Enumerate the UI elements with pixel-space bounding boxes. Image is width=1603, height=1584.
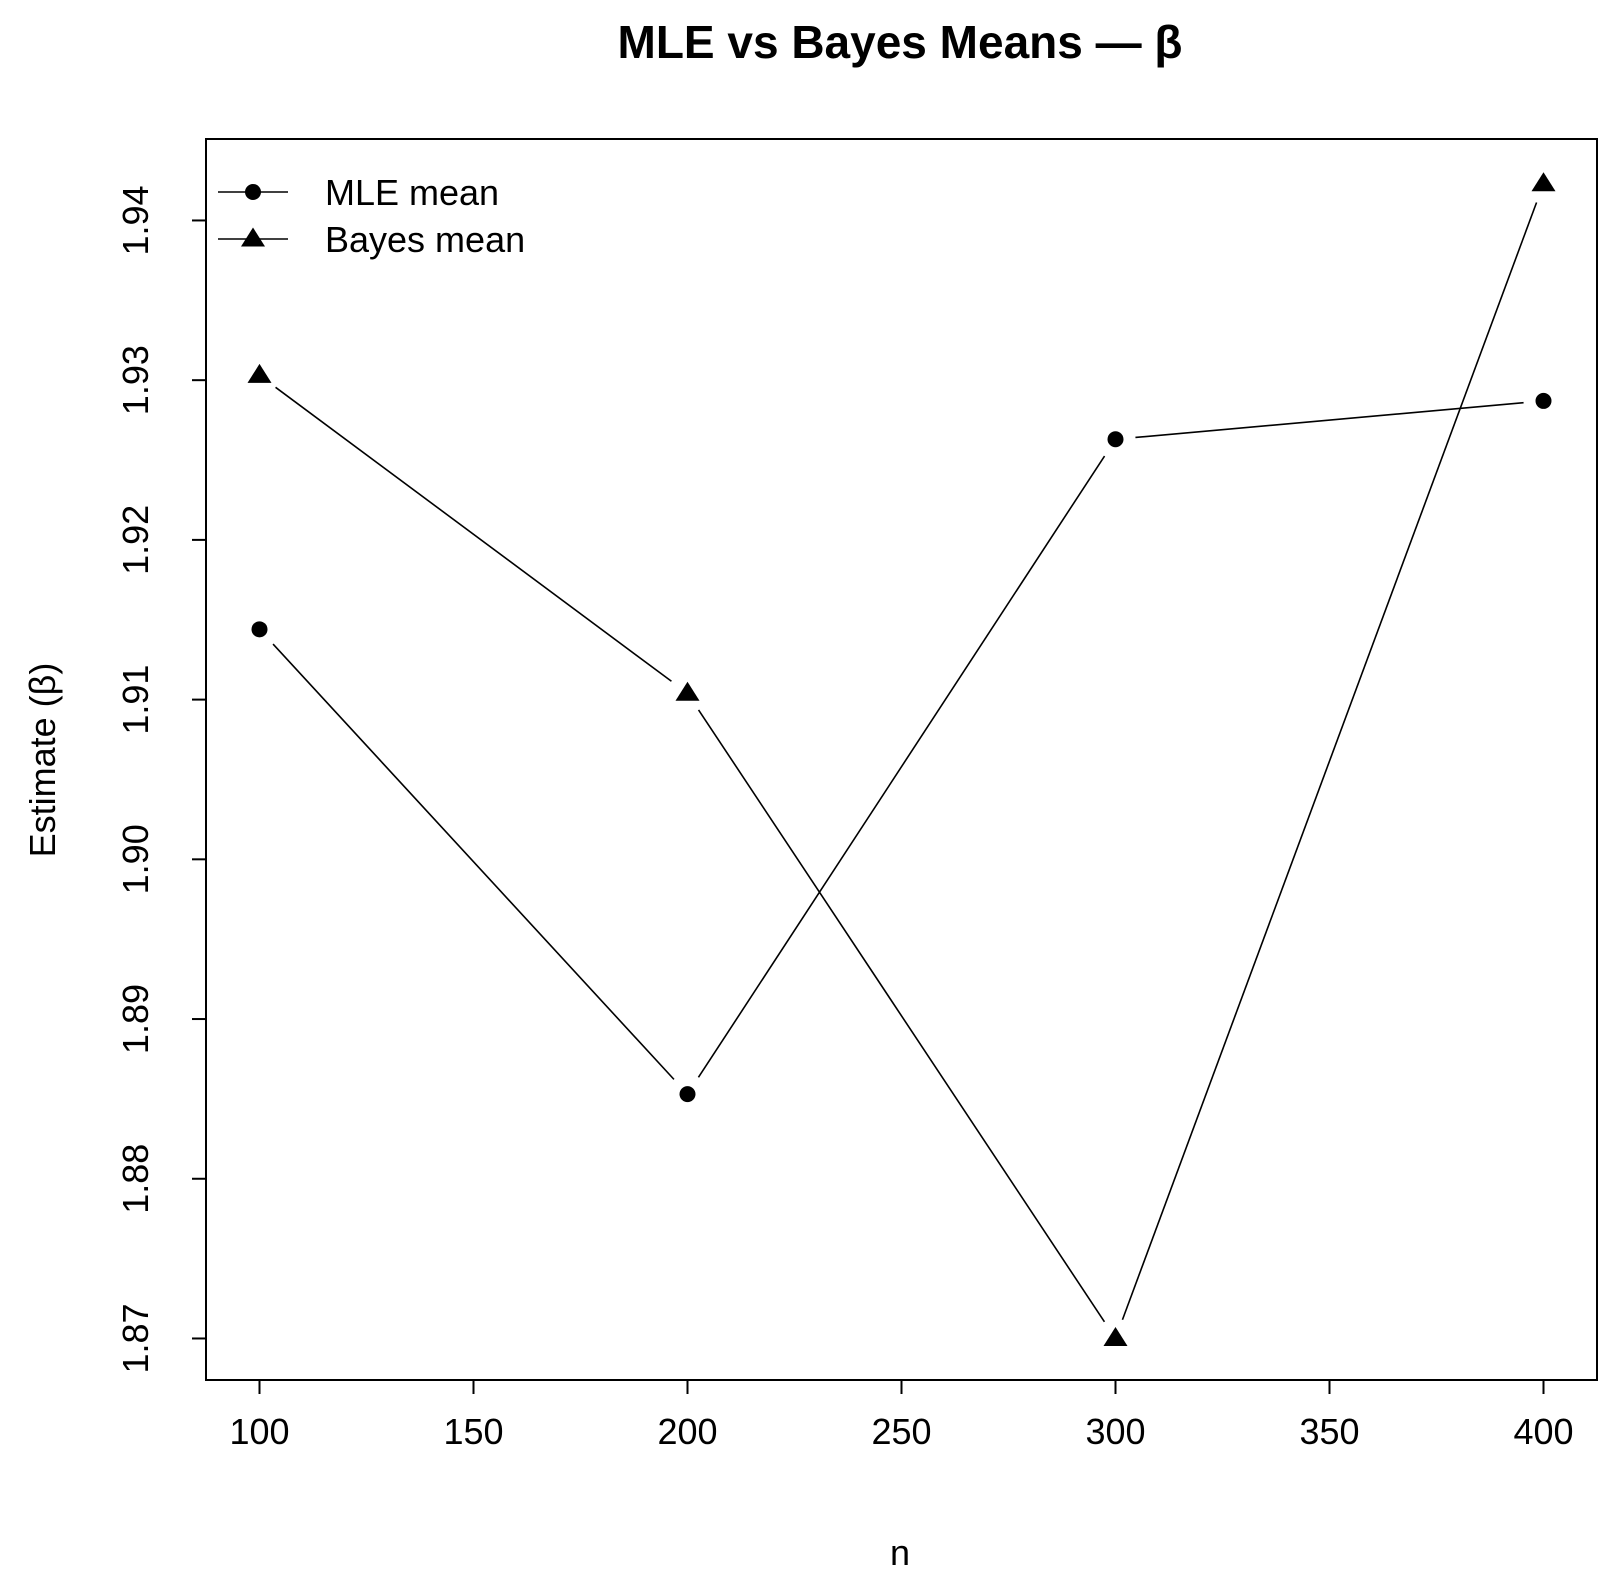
y-tick-label: 1.91 (115, 665, 156, 735)
x-tick-label: 250 (871, 1411, 931, 1452)
legend-label: MLE mean (325, 172, 499, 213)
y-tick-label: 1.94 (115, 185, 156, 255)
plot-frame (205, 138, 1598, 1381)
data-point (1531, 172, 1556, 192)
data-point (679, 1086, 696, 1103)
data-point (251, 621, 268, 638)
x-tick-label: 400 (1513, 1411, 1573, 1452)
x-axis-label: n (890, 1532, 910, 1573)
y-axis-label: Estimate (β) (22, 663, 63, 858)
series-layer (247, 172, 1556, 1346)
y-tick-label: 1.87 (115, 1303, 156, 1373)
y-tick-label: 1.92 (115, 505, 156, 575)
x-axis: 100 150 200 250 300 350 400 (229, 1380, 1574, 1452)
series-segment (697, 455, 1106, 1078)
series-segment (1135, 401, 1524, 439)
data-point (675, 681, 700, 701)
series-segment (697, 709, 1106, 1323)
y-tick-label: 1.93 (115, 345, 156, 415)
legend-label: Bayes mean (325, 219, 525, 260)
data-point (1103, 1326, 1128, 1346)
data-point (1535, 392, 1552, 409)
data-point (247, 363, 272, 383)
series-segment (275, 386, 672, 682)
y-axis: 1.87 1.88 1.89 1.90 1.91 1.92 1.93 1.94 (115, 185, 206, 1374)
y-tick-label: 1.88 (115, 1144, 156, 1214)
series-mle-mean (251, 392, 1552, 1103)
series-bayes-mean (247, 172, 1556, 1346)
y-tick-label: 1.89 (115, 984, 156, 1054)
y-tick-label: 1.90 (115, 824, 156, 894)
x-tick-label: 350 (1299, 1411, 1359, 1452)
x-tick-label: 150 (443, 1411, 503, 1452)
chart-title: MLE vs Bayes Means — β (618, 16, 1183, 68)
legend-triangle-marker (241, 227, 265, 247)
x-tick-label: 100 (229, 1411, 289, 1452)
series-segment (272, 643, 675, 1080)
series-segment (1121, 202, 1538, 1320)
x-tick-label: 300 (1085, 1411, 1145, 1452)
x-tick-label: 200 (657, 1411, 717, 1452)
data-point (1107, 431, 1124, 448)
legend-circle-marker (245, 184, 261, 200)
legend: MLE mean Bayes mean (218, 172, 525, 260)
